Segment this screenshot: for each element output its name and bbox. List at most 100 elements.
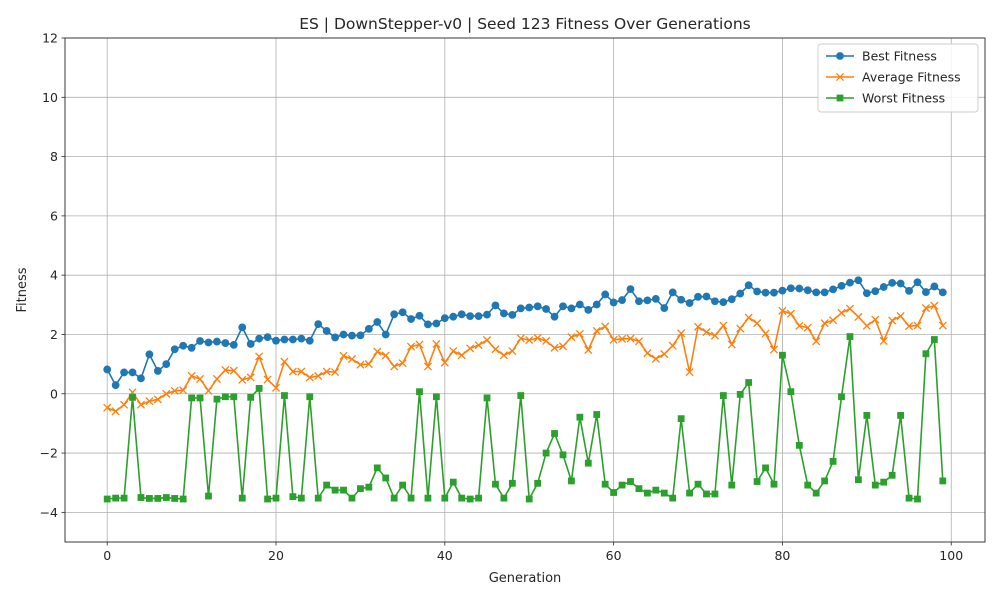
best-fitness-point	[618, 296, 626, 304]
best-fitness-point	[457, 310, 466, 319]
worst-fitness-point	[416, 388, 423, 396]
average-fitness-point	[651, 354, 660, 363]
worst-fitness-point	[576, 413, 584, 421]
worst-fitness-point	[584, 459, 592, 467]
chart-title: ES | DownStepper-v0 | Seed 123 Fitness O…	[299, 15, 751, 33]
best-fitness-point	[288, 335, 297, 344]
average-fitness-point	[693, 322, 703, 331]
average-fitness-point	[516, 334, 525, 343]
best-fitness-point	[635, 297, 643, 306]
best-fitness-point	[398, 308, 407, 317]
best-fitness-point	[677, 295, 686, 304]
y-tick-label: 0	[50, 386, 58, 401]
best-fitness-point	[761, 288, 770, 297]
best-fitness-point	[905, 286, 913, 295]
best-fitness-point	[246, 340, 255, 348]
best-fitness-point	[727, 295, 736, 304]
y-tick-label: 8	[50, 149, 58, 164]
average-fitness-point	[525, 336, 534, 345]
best-fitness-point	[466, 312, 475, 320]
best-fitness-point	[322, 327, 331, 335]
x-tick-label: 0	[103, 548, 111, 563]
average-fitness-point	[829, 316, 838, 325]
best-fitness-point	[440, 314, 449, 323]
best-fitness-point	[601, 290, 610, 299]
worst-fitness-point	[323, 481, 331, 489]
average-fitness-point	[837, 308, 846, 317]
best-fitness-point	[516, 304, 525, 313]
legend-marker-worst-fitness	[836, 94, 844, 102]
worst-fitness-point	[449, 478, 457, 486]
average-fitness-point	[719, 321, 728, 330]
best-fitness-point	[736, 289, 745, 298]
best-fitness-point	[263, 333, 272, 342]
best-fitness-point	[331, 333, 339, 342]
average-fitness-point	[162, 389, 171, 398]
average-fitness-point	[204, 386, 213, 395]
best-fitness-point	[415, 311, 424, 320]
best-fitness-point	[162, 360, 171, 369]
worst-fitness-point	[508, 479, 516, 487]
best-fitness-point	[803, 286, 812, 295]
average-fitness-point	[913, 321, 922, 330]
worst-fitness-point	[551, 430, 558, 437]
best-fitness-point	[491, 301, 500, 310]
best-fitness-point	[575, 300, 584, 309]
worst-fitness-point	[534, 479, 542, 487]
worst-fitness-point	[247, 393, 255, 401]
worst-fitness-point	[762, 464, 769, 472]
average-fitness-point	[786, 309, 795, 318]
average-fitness-point	[120, 400, 129, 409]
worst-fitness-point	[255, 385, 263, 392]
average-fitness-point	[145, 397, 154, 406]
average-fitness-point	[736, 324, 745, 333]
worst-fitness-point	[331, 486, 339, 494]
average-fitness-point	[558, 342, 568, 351]
best-fitness-point	[938, 288, 947, 297]
average-fitness-point	[904, 322, 914, 331]
best-fitness-point	[753, 287, 762, 296]
worst-fitness-point	[112, 494, 120, 502]
average-fitness-point	[347, 355, 357, 364]
worst-fitness-point	[179, 495, 187, 503]
legend-label-average-fitness: Average Fitness	[862, 70, 961, 85]
y-tick-label: 4	[50, 268, 58, 283]
worst-fitness-point	[120, 494, 128, 502]
worst-fitness-point	[154, 495, 162, 502]
worst-fitness-point	[568, 477, 575, 485]
worst-fitness-point	[365, 483, 373, 491]
worst-fitness-point	[618, 481, 626, 489]
best-fitness-point	[424, 320, 432, 329]
worst-fitness-point	[129, 393, 136, 401]
best-fitness-point	[862, 289, 871, 298]
average-fitness-point	[466, 344, 475, 353]
average-fitness-point	[753, 319, 762, 328]
average-fitness-point	[533, 333, 542, 343]
best-fitness-point	[812, 288, 821, 297]
average-fitness-point	[305, 373, 314, 382]
average-fitness-point	[271, 383, 281, 392]
average-fitness-point	[795, 321, 804, 330]
average-fitness-point	[406, 342, 416, 351]
average-fitness-point	[432, 339, 441, 349]
best-fitness-point	[922, 288, 930, 296]
average-fitness-point	[440, 358, 449, 367]
best-fitness-point	[525, 303, 534, 312]
average-fitness-line	[106, 304, 944, 413]
best-fitness-point	[364, 324, 373, 333]
worst-fitness-point	[838, 393, 845, 401]
worst-fitness-point	[213, 395, 221, 403]
worst-fitness-point	[846, 333, 854, 340]
best-fitness-point	[229, 340, 238, 349]
worst-fitness-point	[432, 393, 440, 401]
worst-fitness-point	[196, 394, 204, 402]
average-fitness-point	[103, 403, 112, 412]
best-fitness-point	[930, 282, 939, 291]
best-fitness-point	[170, 345, 179, 354]
worst-fitness-point	[686, 489, 693, 497]
average-fitness-point	[634, 337, 644, 346]
best-fitness-point	[483, 310, 491, 319]
worst-fitness-point	[466, 495, 474, 503]
best-fitness-point	[837, 281, 846, 290]
average-fitness-point	[314, 371, 323, 381]
